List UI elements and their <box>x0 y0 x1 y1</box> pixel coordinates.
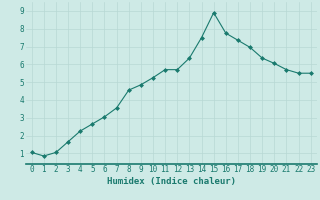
X-axis label: Humidex (Indice chaleur): Humidex (Indice chaleur) <box>107 177 236 186</box>
